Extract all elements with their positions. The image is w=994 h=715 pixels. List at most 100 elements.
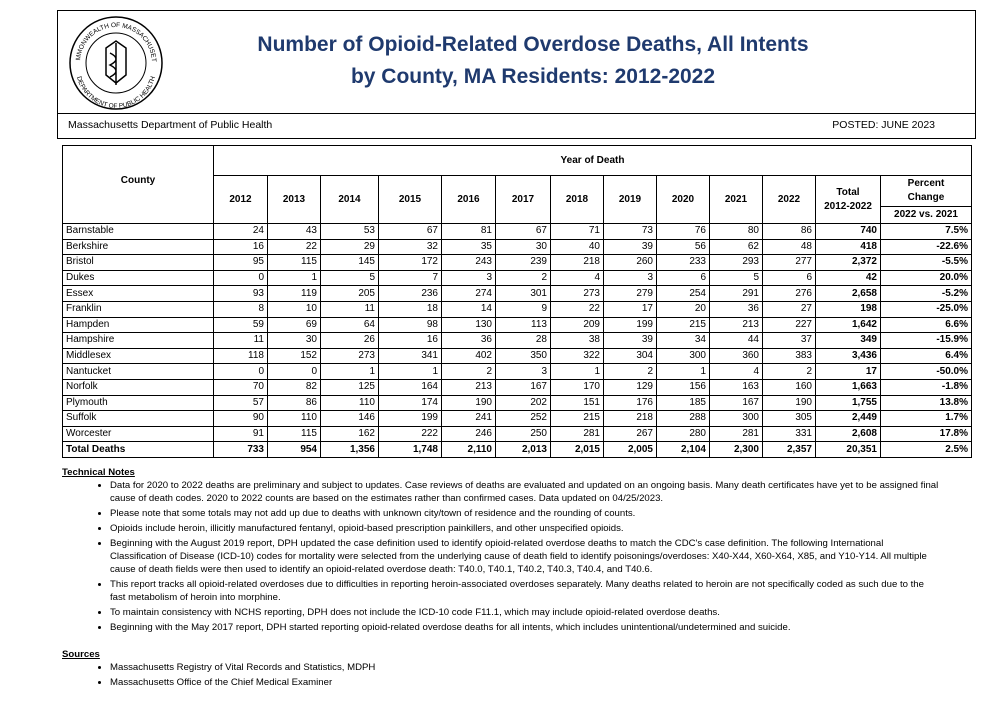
percent-header-top: Percent Change [881, 176, 971, 206]
cell: 30 [267, 332, 321, 349]
cell: 39 [603, 332, 657, 349]
total-header: Total 2012-2022 [815, 175, 881, 224]
cell: 43 [267, 223, 321, 240]
cell: 1 [550, 363, 604, 380]
bullet-item: Beginning with the May 2017 report, DPH … [110, 621, 942, 634]
cell: 322 [550, 347, 604, 365]
county-name: Plymouth [62, 394, 214, 412]
cell: -1.8% [880, 378, 972, 396]
cell: 13.8% [880, 394, 972, 412]
cell: -22.6% [880, 238, 972, 256]
data-table: County Year of Death 2012 2013 2014 2015 2016 2… [62, 145, 972, 458]
section-heading: Sources [62, 649, 100, 660]
cell: 360 [709, 347, 763, 365]
cell: 288 [656, 410, 710, 427]
cell: 24 [213, 223, 268, 240]
cell: 5 [320, 269, 379, 287]
cell: 11 [213, 332, 268, 349]
year-header: 2019 [603, 175, 657, 224]
cell: 250 [495, 425, 551, 443]
cell: 239 [495, 254, 551, 271]
bullet-item: Massachusetts Registry of Vital Records … [110, 661, 942, 674]
cell: 293 [709, 254, 763, 271]
cell: 14 [441, 300, 496, 318]
cell: 209 [550, 316, 604, 334]
year-header: 2015 [378, 175, 442, 224]
data-row: Bristol 95 115 145 172 243 239 218 260 233 293 277 2… [62, 254, 972, 271]
seal-ring [85, 32, 147, 94]
cell: 1 [267, 269, 321, 287]
total-header-line: 2012-2022 [824, 200, 872, 212]
cell: 199 [378, 410, 442, 427]
cell: 3 [441, 269, 496, 287]
cell: 119 [267, 285, 321, 302]
cell: 267 [603, 425, 657, 443]
cell: 80 [709, 223, 763, 240]
cell: 22 [267, 238, 321, 256]
cell: 40 [550, 238, 604, 256]
data-row: Dukes 0 1 5 7 3 2 4 3 6 5 6 42 20.0% [62, 269, 972, 287]
cell: 6 [656, 269, 710, 287]
cell: 3 [603, 269, 657, 287]
cell: 350 [495, 347, 551, 365]
cell: 243 [441, 254, 496, 271]
cell: 215 [550, 410, 604, 427]
group-header: Year of Death [213, 145, 972, 176]
county-name: Barnstable [62, 223, 214, 240]
cell: 118 [213, 347, 268, 365]
cell: 281 [550, 425, 604, 443]
cell: 1 [320, 363, 379, 380]
cell: 30 [495, 238, 551, 256]
bullet-list: Data for 2020 to 2022 deaths are prelimi… [62, 479, 942, 634]
cell: 2 [762, 363, 816, 380]
cell: 305 [762, 410, 816, 427]
cell: 213 [441, 378, 496, 396]
cell: 402 [441, 347, 496, 365]
header: COMMONWEALTH OF MASSACHUSETTS DEPARTMENT… [57, 10, 976, 139]
cell: 0 [213, 363, 268, 380]
cell: 28 [495, 332, 551, 349]
cell: 2,104 [656, 441, 710, 458]
year-header: 2021 [709, 175, 763, 224]
cell: 218 [550, 254, 604, 271]
cell: 0 [213, 269, 268, 287]
cell: 2,015 [550, 441, 604, 458]
data-row: Hampshire 11 30 26 16 36 28 38 39 34 44 37 349 -15.9% [62, 332, 972, 349]
cell: 170 [550, 378, 604, 396]
seal-text: COMMONWEALTH OF MASSACHUSETTS [66, 13, 157, 62]
cell: 1 [378, 363, 442, 380]
cell: 3,436 [815, 347, 881, 365]
cell: 36 [709, 300, 763, 318]
total-row: Total Deaths 733 954 1,356 1,748 2,110 2,013 2,… [62, 441, 972, 458]
cell: 64 [320, 316, 379, 334]
cell: 35 [441, 238, 496, 256]
cell: 2,608 [815, 425, 881, 443]
data-row: Suffolk 90 110 146 199 241 252 215 218 288 300 305 2… [62, 410, 972, 427]
cell: 190 [762, 394, 816, 412]
cell: 125 [320, 378, 379, 396]
cell: 281 [709, 425, 763, 443]
cell: 260 [603, 254, 657, 271]
data-row: Franklin 8 10 11 18 14 9 22 17 20 36 27 198 -25.0% [62, 300, 972, 318]
data-row: Nantucket 0 0 1 1 2 3 1 2 1 4 2 17 -50.0% [62, 363, 972, 380]
cell: 2.5% [880, 441, 972, 458]
cell: 115 [267, 254, 321, 271]
seal-ring [69, 16, 163, 110]
cell: 48 [762, 238, 816, 256]
cell: 383 [762, 347, 816, 365]
county-name: Hampshire [62, 332, 214, 349]
bullet-item: Please note that some totals may not add… [110, 507, 942, 520]
department: Massachusetts Department of Public Healt… [68, 119, 273, 131]
cell: 37 [762, 332, 816, 349]
header-row: 2012 2013 2014 2015 2016 2017 2018 2019 2020 2021… [63, 175, 972, 224]
county-name: Worcester [62, 425, 214, 443]
cell: 291 [709, 285, 763, 302]
cell: 36 [441, 332, 496, 349]
cell: 32 [378, 238, 442, 256]
cell: 81 [441, 223, 496, 240]
data-row: Essex 93 119 205 236 274 301 273 279 254 291 276 2,6… [62, 285, 972, 302]
cell: 3 [495, 363, 551, 380]
cell: 241 [441, 410, 496, 427]
county-name: Berkshire [62, 238, 214, 256]
cell: 16 [378, 332, 442, 349]
